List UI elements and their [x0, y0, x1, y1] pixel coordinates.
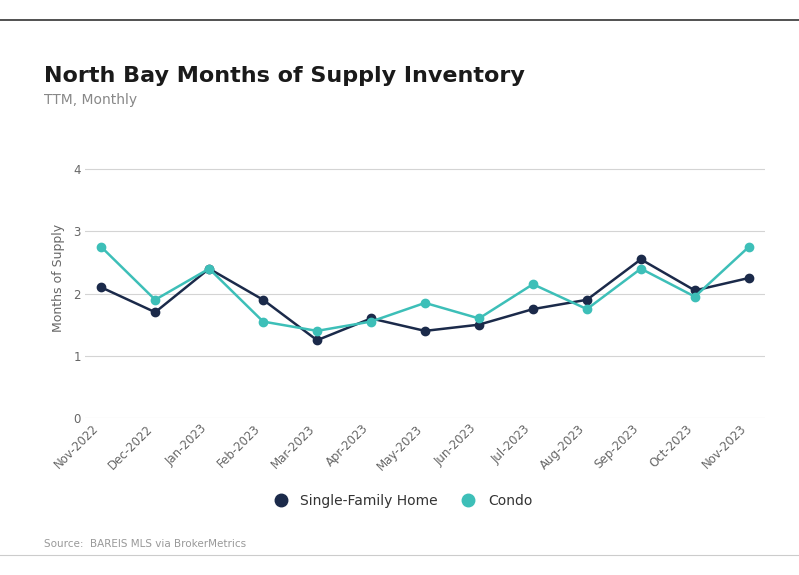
Condo — [744, 243, 753, 250]
Condo — [528, 281, 538, 288]
Y-axis label: Months of Supply: Months of Supply — [52, 224, 65, 332]
Text: North Bay Months of Supply Inventory: North Bay Months of Supply Inventory — [44, 66, 525, 86]
Single-Family Home — [636, 256, 646, 263]
Legend: Single-Family Home, Condo: Single-Family Home, Condo — [261, 488, 538, 513]
Single-Family Home — [528, 306, 538, 313]
Single-Family Home — [205, 265, 214, 272]
Single-Family Home — [150, 309, 160, 316]
Single-Family Home — [582, 296, 592, 303]
Line: Single-Family Home: Single-Family Home — [97, 255, 753, 344]
Condo — [312, 327, 322, 334]
Text: Source:  BAREIS MLS via BrokerMetrics: Source: BAREIS MLS via BrokerMetrics — [44, 539, 246, 549]
Condo — [474, 315, 483, 322]
Condo — [150, 296, 160, 303]
Single-Family Home — [97, 284, 106, 291]
Text: TTM, Monthly: TTM, Monthly — [44, 93, 137, 107]
Condo — [420, 300, 430, 306]
Condo — [636, 265, 646, 272]
Single-Family Home — [312, 337, 322, 344]
Single-Family Home — [258, 296, 268, 303]
Condo — [582, 306, 592, 313]
Condo — [258, 318, 268, 325]
Condo — [366, 318, 376, 325]
Condo — [205, 265, 214, 272]
Line: Condo: Condo — [97, 243, 753, 335]
Condo — [690, 293, 700, 300]
Single-Family Home — [744, 274, 753, 281]
Single-Family Home — [474, 321, 483, 328]
Single-Family Home — [690, 287, 700, 294]
Single-Family Home — [366, 315, 376, 322]
Condo — [97, 243, 106, 250]
Single-Family Home — [420, 327, 430, 334]
